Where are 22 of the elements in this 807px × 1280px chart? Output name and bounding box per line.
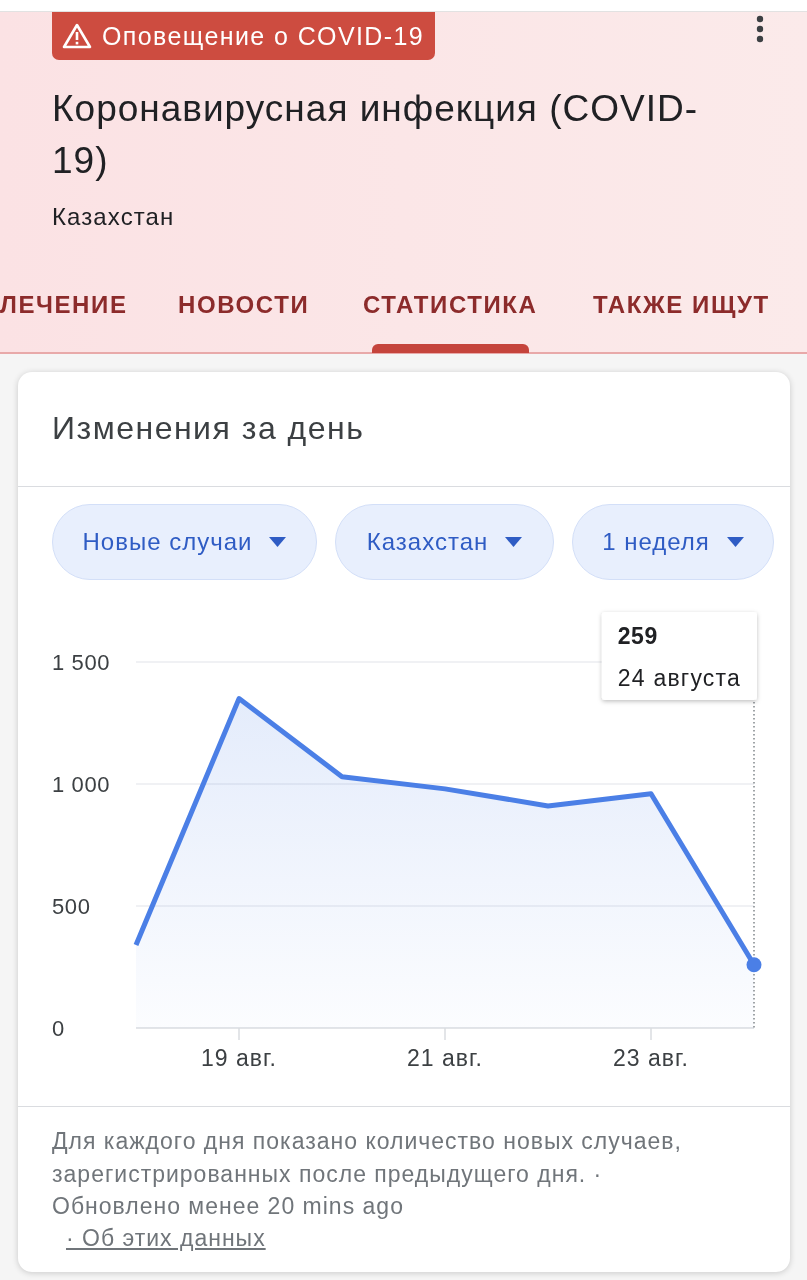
y-tick-label: 1 000 — [52, 771, 111, 797]
text: Новые случаи — [82, 528, 253, 556]
text: Казахстан — [366, 528, 489, 556]
y-tick-label: 500 — [52, 893, 91, 919]
text: ЛЕЧЕНИЕ — [0, 291, 128, 319]
chart-title: Изменения за день — [52, 410, 365, 446]
text: 259 — [617, 623, 658, 649]
text: Оповещение о COVID-19 — [102, 21, 425, 51]
text: ТАКЖЕ ИЩУТ — [593, 291, 770, 319]
y-tick-label: 0 — [52, 1015, 65, 1041]
text: · Об этих данных — [66, 1224, 266, 1253]
text: 1 неделя — [602, 528, 710, 556]
annotation: 24 августа — [617, 665, 741, 691]
x-tick-label: 23 авг. — [613, 1045, 689, 1071]
x-tick-label: 21 авг. — [407, 1045, 483, 1071]
x-tick-label: 19 авг. — [201, 1045, 277, 1071]
text: Казахстан — [52, 203, 175, 230]
text: СТАТИСТИКА — [363, 291, 538, 319]
y-tick-label: 1 500 — [52, 649, 111, 675]
text: Коронавирусная инфекция (COVID-19) — [52, 87, 699, 183]
text: НОВОСТИ — [178, 291, 310, 319]
text: Для каждого дня показано количество новых случаев, зарегистрированных после предыдущего дня. · Обновлено менее 20 mins ago — [52, 1127, 683, 1221]
